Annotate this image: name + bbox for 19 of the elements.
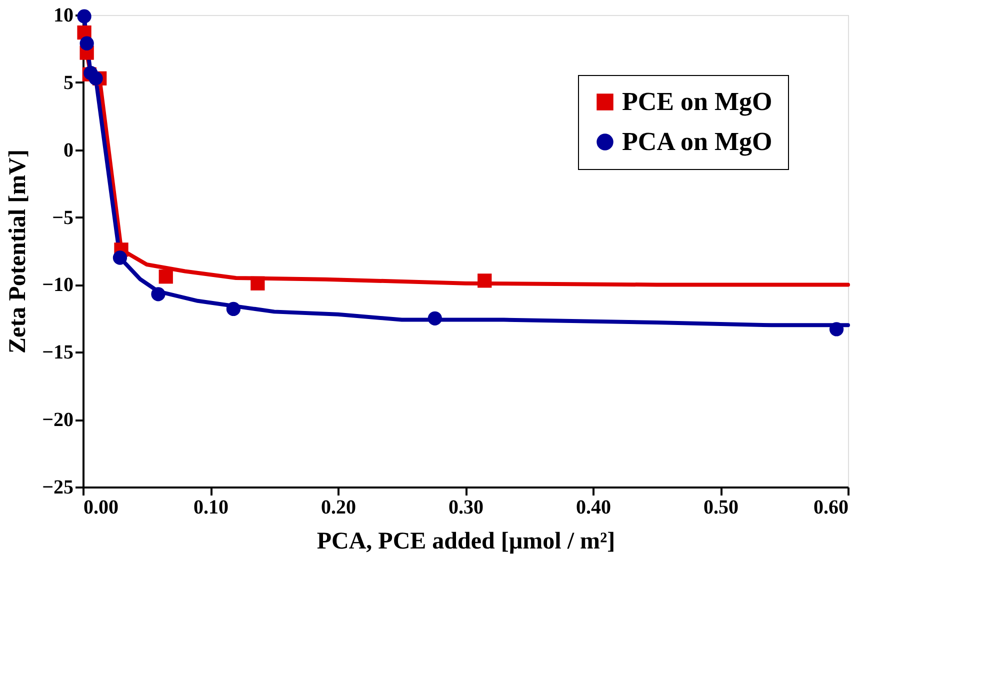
x-tick-label: 0.20 bbox=[321, 496, 356, 518]
y-axis-title: Zeta Potential [mV] bbox=[5, 150, 32, 354]
y-tick-label: 10 bbox=[54, 4, 74, 26]
legend-label: PCA on MgO bbox=[622, 127, 772, 156]
x-tick-label: 0.30 bbox=[448, 496, 484, 518]
x-tick-label: 0.50 bbox=[704, 496, 738, 518]
x-tick-label: 0.60 bbox=[814, 496, 848, 518]
y-tick-label: −15 bbox=[42, 342, 74, 364]
y-tick-label: −25 bbox=[42, 476, 74, 498]
y-tick-label: 0 bbox=[64, 139, 74, 162]
y-tick-label: −10 bbox=[42, 274, 74, 296]
y-tick-label: −20 bbox=[42, 409, 74, 432]
x-tick-label: 0.40 bbox=[576, 496, 611, 518]
legend-label: PCE on MgO bbox=[622, 87, 772, 116]
y-tick-label: −5 bbox=[52, 206, 74, 229]
y-tick-label: 5 bbox=[64, 72, 74, 94]
x-axis-title: PCA, PCE added [µmol / m²] bbox=[316, 528, 616, 554]
x-tick-label: 0.10 bbox=[194, 496, 228, 518]
x-tick-label: 0.00 bbox=[84, 496, 118, 518]
